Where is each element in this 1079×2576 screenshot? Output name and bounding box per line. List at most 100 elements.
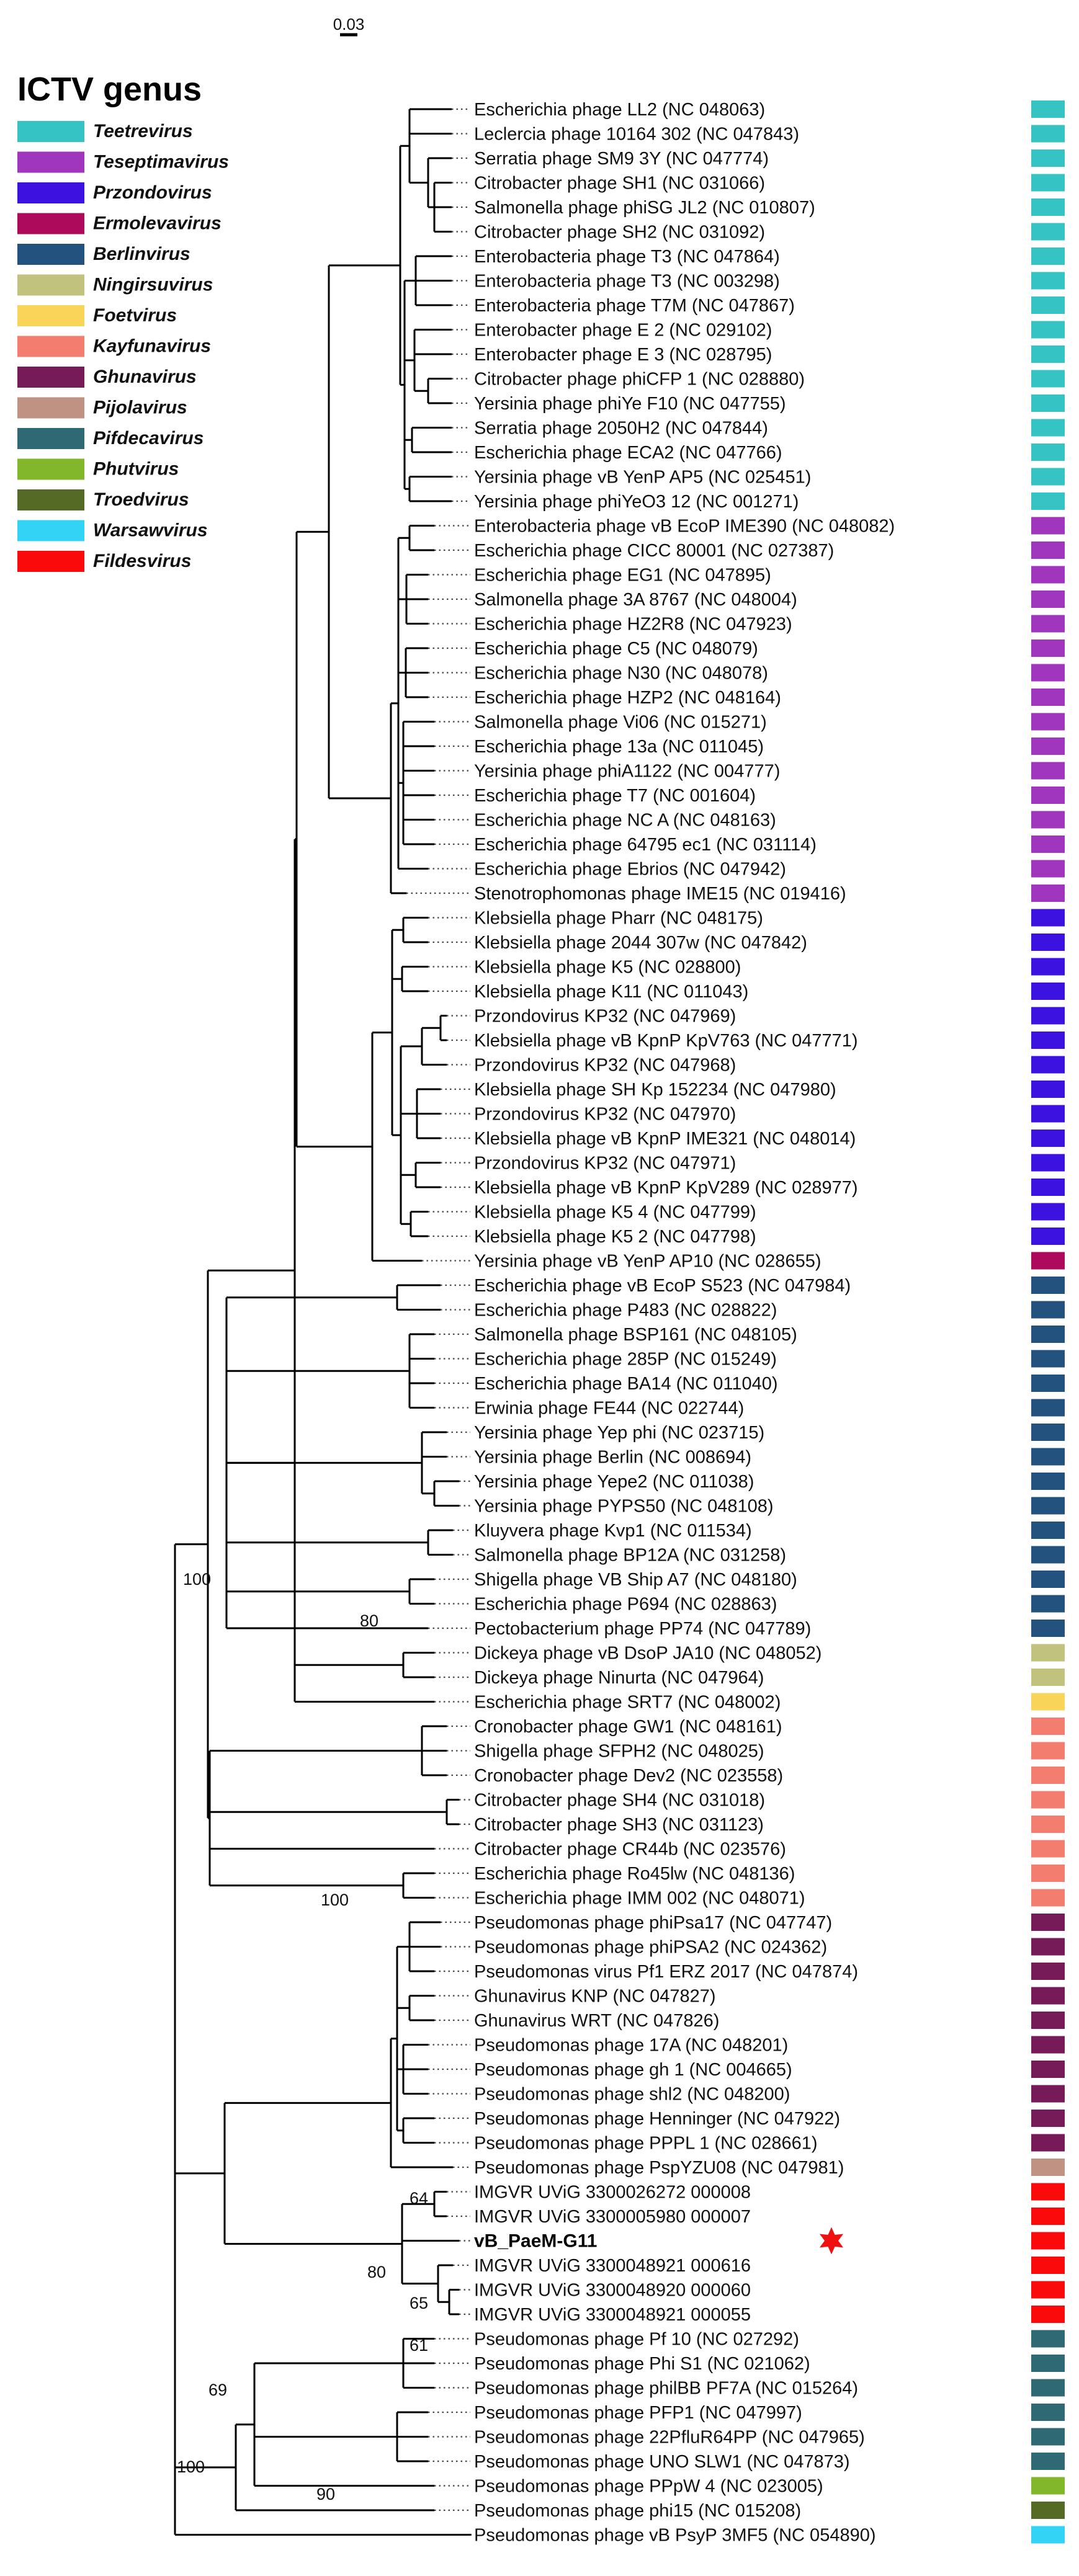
leaf-row: Salmonella phage 3A 8767 (NC 048004) bbox=[428, 590, 1065, 610]
leaf-row: Cronobacter phage Dev2 (NC 023558) bbox=[447, 1766, 1065, 1786]
leaf-row: Pseudomonas phage phi15 (NC 015208) bbox=[434, 2501, 1065, 2521]
tree-branches bbox=[174, 108, 472, 2536]
legend-swatch-fildesvirus bbox=[17, 551, 84, 572]
leaf-row: IMGVR UViG 3300048921 000616 bbox=[453, 2256, 1065, 2276]
genus-color-strip bbox=[1031, 1914, 1065, 1931]
leaf-label: Escherichia phage N30 (NC 048078) bbox=[474, 664, 768, 684]
genus-color-strip bbox=[1031, 1497, 1065, 1515]
leaf-row: Yersinia phage phiYeO3 12 (NC 001271) bbox=[452, 492, 1065, 512]
leaf-row: Klebsiella phage K5 (NC 028800) bbox=[428, 958, 1065, 978]
genus-color-strip bbox=[1031, 1350, 1065, 1368]
genus-color-strip bbox=[1031, 1056, 1065, 1074]
genus-color-strip bbox=[1031, 1203, 1065, 1221]
leaf-label: Pseudomonas phage PPpW 4 (NC 023005) bbox=[474, 2477, 823, 2497]
leaf-label: Pseudomonas phage Pf 10 (NC 027292) bbox=[474, 2330, 799, 2350]
leaf-label: Escherichia phage 64795 ec1 (NC 031114) bbox=[474, 835, 817, 855]
leaf-row: Przondovirus KP32 (NC 047969) bbox=[447, 1007, 1065, 1027]
genus-color-strip bbox=[1031, 345, 1065, 363]
leaf-row: Ghunavirus WRT (NC 047826) bbox=[434, 2011, 1065, 2031]
leaf-label: Yersinia phage Berlin (NC 008694) bbox=[474, 1448, 751, 1468]
leaf-row: Escherichia phage N30 (NC 048078) bbox=[428, 664, 1065, 684]
genus-color-strip bbox=[1031, 762, 1065, 780]
bootstrap-value: 64 bbox=[410, 2189, 428, 2208]
leaf-row: Yersinia phage PYPS50 (NC 048108) bbox=[459, 1497, 1065, 1517]
genus-color-strip bbox=[1031, 640, 1065, 657]
genus-color-strip bbox=[1031, 1546, 1065, 1564]
leaf-row: Escherichia phage Ro45lw (NC 048136) bbox=[434, 1864, 1065, 1884]
legend-swatch-foetvirus bbox=[17, 305, 84, 326]
leaf-label: Escherichia phage 13a (NC 011045) bbox=[474, 737, 764, 757]
genus-color-strip bbox=[1031, 2477, 1065, 2495]
leaf-row: Przondovirus KP32 (NC 047968) bbox=[447, 1056, 1065, 1076]
genus-color-strip bbox=[1031, 958, 1065, 976]
bootstrap-value: 69 bbox=[208, 2381, 227, 2399]
leaf-label: Escherichia phage HZ2R8 (NC 047923) bbox=[474, 615, 792, 635]
legend-label-phutvirus: Phutvirus bbox=[93, 459, 179, 479]
genus-color-strip bbox=[1031, 247, 1065, 265]
leaf-row: Escherichia phage EG1 (NC 047895) bbox=[428, 566, 1065, 586]
leaf-row: Pseudomonas phage 22PfluR64PP (NC 047965… bbox=[428, 2428, 1065, 2448]
leaf-row: Pseudomonas phage UNO SLW1 (NC 047873) bbox=[428, 2452, 1065, 2472]
leaf-row: Escherichia phage 13a (NC 011045) bbox=[434, 737, 1065, 757]
genus-color-strip bbox=[1031, 713, 1065, 731]
legend-label-teetrevirus: Teetrevirus bbox=[93, 121, 193, 141]
bootstrap-value: 100 bbox=[177, 2458, 205, 2476]
leaf-row: Pseudomonas phage phiPsa17 (NC 047747) bbox=[441, 1913, 1065, 1933]
leaf-row: Klebsiella phage K5 2 (NC 047798) bbox=[428, 1227, 1065, 1247]
genus-color-strip bbox=[1031, 2453, 1065, 2470]
leaf-label: Przondovirus KP32 (NC 047968) bbox=[474, 1056, 736, 1076]
leaf-label: Escherichia phage 285P (NC 015249) bbox=[474, 1350, 777, 1370]
leaf-row: Pseudomonas phage PPpW 4 (NC 023005) bbox=[434, 2477, 1065, 2497]
leaf-label: Serratia phage SM9 3Y (NC 047774) bbox=[474, 149, 769, 169]
genus-color-strip bbox=[1031, 983, 1065, 1000]
legend-swatch-teetrevirus bbox=[17, 121, 84, 142]
leaf-label: Leclercia phage 10164 302 (NC 047843) bbox=[474, 125, 799, 145]
leaf-row: Kluyvera phage Kvp1 (NC 011534) bbox=[453, 1521, 1065, 1541]
leaf-label: Escherichia phage CICC 80001 (NC 027387) bbox=[474, 541, 834, 561]
genus-color-strip bbox=[1031, 321, 1065, 339]
genus-color-strip bbox=[1031, 2208, 1065, 2225]
genus-color-strip bbox=[1031, 1473, 1065, 1490]
leaf-row: Escherichia phage P694 (NC 028863) bbox=[434, 1595, 1065, 1615]
leaf-row: Escherichia phage 285P (NC 015249) bbox=[434, 1350, 1065, 1370]
genus-color-strip bbox=[1031, 2110, 1065, 2127]
leaf-label: Klebsiella phage 2044 307w (NC 047842) bbox=[474, 933, 807, 953]
leaf-label: Yersinia phage phiYeO3 12 (NC 001271) bbox=[474, 492, 799, 512]
leaf-row: Przondovirus KP32 (NC 047970) bbox=[441, 1105, 1065, 1125]
genus-color-strip bbox=[1031, 2061, 1065, 2078]
leaf-row: Klebsiella phage vB KpnP IME321 (NC 0480… bbox=[441, 1129, 1065, 1149]
legend-swatch-kayfunavirus bbox=[17, 336, 84, 357]
genus-color-strip bbox=[1031, 1081, 1065, 1098]
leaf-label: Citrobacter phage CR44b (NC 023576) bbox=[474, 1840, 786, 1860]
genus-color-strip bbox=[1031, 1375, 1065, 1392]
legend-swatch-phutvirus bbox=[17, 458, 84, 480]
genus-color-strip bbox=[1031, 517, 1065, 535]
legend-swatch-warsawvirus bbox=[17, 520, 84, 541]
leaf-label: Salmonella phage phiSG JL2 (NC 010807) bbox=[474, 198, 815, 218]
leaf-row: Pseudomonas phage philBB PF7A (NC 015264… bbox=[434, 2379, 1065, 2399]
leaf-label: Escherichia phage EG1 (NC 047895) bbox=[474, 566, 771, 586]
leaf-label: IMGVR UViG 3300048920 000060 bbox=[474, 2281, 751, 2301]
leaf-label: IMGVR UViG 3300048921 000055 bbox=[474, 2305, 751, 2325]
genus-color-strip bbox=[1031, 1154, 1065, 1172]
leaf-label: Escherichia phage SRT7 (NC 048002) bbox=[474, 1693, 781, 1713]
legend-swatch-ermolevavirus bbox=[17, 213, 84, 234]
leaf-label: Escherichia phage ECA2 (NC 047766) bbox=[474, 443, 782, 463]
leaf-row: Pseudomonas phage PPPL 1 (NC 028661) bbox=[434, 2134, 1065, 2154]
leaf-label: Dickeya phage Ninurta (NC 047964) bbox=[474, 1668, 764, 1688]
leaf-label: vB_PaeM-G11 bbox=[474, 2231, 597, 2252]
leaf-label: Cronobacter phage GW1 (NC 048161) bbox=[474, 1717, 782, 1737]
leaf-label: Citrobacter phage SH3 (NC 031123) bbox=[474, 1815, 764, 1835]
leaf-label: Pectobacterium phage PP74 (NC 047789) bbox=[474, 1619, 811, 1639]
leaf-label: Citrobacter phage SH1 (NC 031066) bbox=[474, 174, 765, 194]
leaf-row: Salmonella phage BP12A (NC 031258) bbox=[453, 1546, 1065, 1566]
genus-color-strip bbox=[1031, 541, 1065, 559]
leaf-label: Pseudomonas phage Phi S1 (NC 021062) bbox=[474, 2354, 810, 2374]
leaf-label: IMGVR UViG 3300048921 000616 bbox=[474, 2256, 751, 2276]
genus-color-strip bbox=[1031, 1963, 1065, 1980]
leaf-row: Enterobacteria phage vB EcoP IME390 (NC … bbox=[434, 517, 1065, 537]
legend-title: ICTV genus bbox=[17, 71, 202, 108]
leaf-row: Pseudomonas phage phiPSA2 (NC 024362) bbox=[441, 1938, 1065, 1958]
